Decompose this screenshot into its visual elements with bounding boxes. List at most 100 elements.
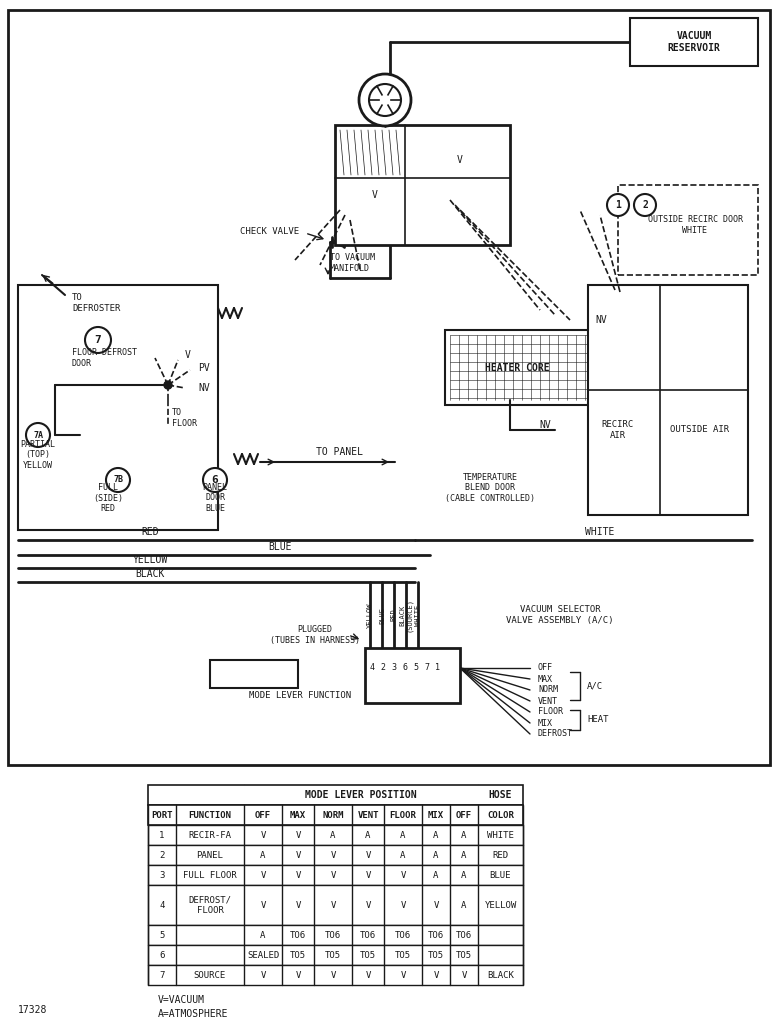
Text: V: V [366, 971, 371, 979]
Text: SEALED: SEALED [247, 950, 279, 960]
Text: PLUGGED
(TUBES IN HARNESS): PLUGGED (TUBES IN HARNESS) [270, 625, 360, 644]
Circle shape [85, 327, 111, 353]
Text: FULL FLOOR: FULL FLOOR [183, 871, 237, 880]
Text: A: A [462, 850, 467, 859]
Text: TO5: TO5 [428, 950, 444, 960]
Text: A: A [462, 831, 467, 840]
Text: TO6: TO6 [395, 931, 411, 939]
Text: V: V [330, 900, 336, 909]
Text: A: A [462, 900, 467, 909]
Bar [148, 865, 523, 885]
Text: A: A [366, 831, 371, 840]
Text: V: V [295, 900, 301, 909]
Text: SOURCE: SOURCE [194, 971, 226, 979]
Text: 3: 3 [391, 664, 397, 672]
Text: 7A: 7A [33, 431, 43, 440]
Text: FULL
(SIDE)
RED: FULL (SIDE) RED [93, 483, 123, 513]
Text: MIX: MIX [428, 810, 444, 819]
Bar [148, 845, 523, 865]
Text: TO6: TO6 [360, 931, 376, 939]
Text: TEMPERATURE
BLEND DOOR
(CABLE CONTROLLED): TEMPERATURE BLEND DOOR (CABLE CONTROLLED… [445, 473, 535, 503]
Text: 6: 6 [402, 664, 408, 672]
Text: RED: RED [141, 527, 159, 537]
Text: A: A [401, 850, 405, 859]
Text: V: V [260, 900, 266, 909]
Text: 1: 1 [436, 664, 440, 672]
Text: HEAT: HEAT [587, 715, 608, 724]
Text: TO5: TO5 [325, 950, 341, 960]
Circle shape [634, 194, 656, 216]
Bar [210, 660, 298, 688]
Text: VENT: VENT [538, 697, 558, 706]
Text: NV: NV [595, 315, 607, 325]
Text: TO6: TO6 [290, 931, 306, 939]
Text: A: A [401, 831, 405, 840]
Text: OUTSIDE RECIRC DOOR
WHITE: OUTSIDE RECIRC DOOR WHITE [647, 215, 743, 234]
Text: VACUUM SELECTOR
VALVE ASSEMBLY (A/C): VACUUM SELECTOR VALVE ASSEMBLY (A/C) [506, 606, 614, 625]
Text: V: V [330, 850, 336, 859]
Text: 7: 7 [95, 335, 102, 345]
Text: VACUUM
RESERVOIR: VACUUM RESERVOIR [668, 31, 720, 53]
Text: VENT: VENT [357, 810, 379, 819]
Text: NORM: NORM [538, 685, 558, 695]
Text: 7: 7 [425, 664, 430, 672]
Text: NORM: NORM [323, 810, 344, 819]
Circle shape [359, 74, 411, 126]
Text: PARTIAL
(TOP)
YELLOW: PARTIAL (TOP) YELLOW [20, 440, 55, 470]
Text: 7B: 7B [113, 476, 123, 485]
Text: YELLOW: YELLOW [367, 603, 373, 628]
Text: V: V [295, 971, 301, 979]
Text: V: V [185, 350, 191, 360]
Text: A: A [330, 831, 336, 840]
Text: V: V [295, 871, 301, 880]
Text: 2: 2 [642, 201, 648, 210]
Text: TO5: TO5 [456, 950, 472, 960]
Text: CHECK VALVE: CHECK VALVE [241, 227, 300, 236]
Bar [18, 285, 218, 530]
Text: V: V [260, 971, 266, 979]
Text: V: V [330, 871, 336, 880]
Text: A=ATMOSPHERE: A=ATMOSPHERE [158, 1009, 229, 1019]
Text: 1: 1 [159, 831, 165, 840]
Text: OFF: OFF [255, 810, 271, 819]
Bar [618, 185, 758, 275]
Text: 2: 2 [159, 850, 165, 859]
Text: V=VACUUM: V=VACUUM [158, 995, 205, 1005]
Text: V: V [401, 971, 405, 979]
Bar [365, 648, 460, 703]
Text: 6: 6 [159, 950, 165, 960]
Text: WHITE: WHITE [585, 527, 615, 537]
Text: WHITE: WHITE [487, 831, 514, 840]
Text: YELLOW: YELLOW [484, 900, 516, 909]
Text: BLACK: BLACK [135, 569, 165, 579]
Text: OFF: OFF [456, 810, 472, 819]
Circle shape [26, 422, 50, 447]
Text: A: A [260, 931, 266, 939]
Text: 5: 5 [159, 931, 165, 939]
Text: BLUE: BLUE [268, 542, 292, 552]
Text: A/C: A/C [587, 681, 603, 691]
Circle shape [106, 468, 130, 492]
Text: RED: RED [391, 609, 397, 621]
Text: TO5: TO5 [360, 950, 376, 960]
Text: A: A [260, 850, 266, 859]
Text: V: V [366, 900, 371, 909]
Text: BLUE: BLUE [379, 607, 385, 623]
Text: 1: 1 [615, 201, 621, 210]
Text: OFF: OFF [538, 664, 553, 672]
Text: TO
DEFROSTER: TO DEFROSTER [72, 294, 120, 313]
Bar [588, 285, 748, 515]
Text: TO5: TO5 [290, 950, 306, 960]
Text: V: V [295, 831, 301, 840]
Text: V: V [366, 850, 371, 859]
Bar [148, 805, 523, 825]
Circle shape [607, 194, 629, 216]
Text: V: V [401, 900, 405, 909]
Text: COLOR: COLOR [487, 810, 514, 819]
Text: FLOOR-DEFROST
DOOR: FLOOR-DEFROST DOOR [72, 348, 137, 367]
Text: V: V [433, 971, 439, 979]
Text: RECIR-FA: RECIR-FA [188, 831, 231, 840]
Text: NV: NV [539, 420, 551, 430]
Text: HEATER CORE: HEATER CORE [485, 363, 549, 373]
Text: V: V [260, 871, 266, 880]
